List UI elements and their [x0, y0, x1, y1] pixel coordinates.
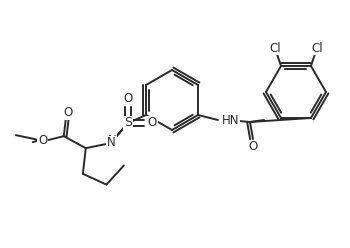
Text: Cl: Cl — [269, 41, 281, 55]
Text: O: O — [147, 117, 157, 129]
Text: O: O — [248, 141, 258, 154]
Text: N: N — [107, 136, 116, 150]
Text: Cl: Cl — [311, 41, 323, 55]
Text: N: N — [108, 134, 117, 148]
Text: O: O — [63, 106, 72, 119]
Text: HN: HN — [222, 114, 239, 126]
Text: S: S — [124, 117, 132, 129]
Text: O: O — [38, 134, 47, 147]
Text: O: O — [124, 93, 133, 105]
